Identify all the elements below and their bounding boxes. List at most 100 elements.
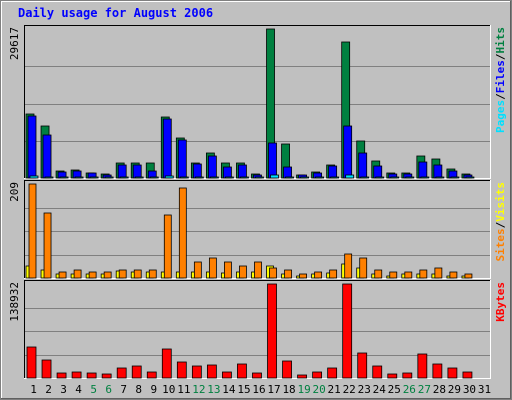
bar-hits-pages-day-16 [255,176,264,179]
bar-sites-sites-day-2 [43,212,52,279]
bar-hits-files-day-1 [27,115,37,179]
bar-hits-pages-day-28 [435,176,445,179]
bar-sites-sites-day-4 [73,269,82,279]
panel-hits-legend-item-1: / [494,93,507,100]
panel-hits-legend-item-0: Pages [494,100,507,133]
bar-hits-pages-day-15 [240,176,249,179]
bar-hits-files-day-27 [418,161,428,179]
panel-sites-legend-item-2: Visits [494,182,507,222]
bar-hits-files-day-24 [373,165,383,179]
panel-hits-legend: Pages/Files/Hits [494,27,507,133]
bar-hits-pages-day-1 [29,175,39,179]
bar-sites-sites-day-13 [208,257,217,279]
bar-kbytes-kbytes-day-9 [146,371,157,379]
bar-kbytes-kbytes-day-6 [101,373,112,379]
bar-hits-files-day-21 [328,165,338,179]
day-label-6: 6 [105,383,112,396]
bar-hits-pages-day-8 [134,176,144,179]
bar-sites-sites-day-14 [224,261,232,279]
bar-hits-pages-day-26 [405,176,415,179]
bar-hits-files-day-13 [207,155,217,179]
bar-sites-sites-day-12 [193,261,202,279]
day-label-10: 10 [162,383,175,396]
day-label-22: 22 [343,383,356,396]
day-label-23: 23 [358,383,371,396]
bar-sites-sites-day-16 [254,261,262,279]
bar-kbytes-kbytes-day-30 [462,371,473,379]
bar-hits-files-day-15 [238,164,247,179]
panel-sites-legend: Sites/Visits [494,182,507,262]
day-label-31: 31 [478,383,491,396]
day-label-29: 29 [448,383,461,396]
bar-hits-pages-day-27 [420,176,430,179]
bar-hits-pages-day-22 [345,174,355,179]
bar-hits-pages-day-5 [89,176,99,179]
day-label-2: 2 [45,383,52,396]
bar-sites-sites-day-5 [88,271,97,279]
day-label-13: 13 [207,383,220,396]
panel-kbytes-legend-item-0: KBytes [494,282,507,322]
bar-hits-pages-day-13 [209,176,219,179]
bar-kbytes-kbytes-day-2 [41,359,52,379]
bar-sites-sites-day-10 [163,214,172,279]
bar-sites-sites-day-3 [58,271,67,279]
day-label-25: 25 [388,383,401,396]
bar-kbytes-kbytes-day-27 [417,353,428,379]
panel-hits-legend-item-4: Hits [494,27,507,54]
day-label-26: 26 [403,383,416,396]
bar-sites-sites-day-28 [434,267,443,279]
bar-sites-sites-day-22 [344,253,353,279]
panel-hits-series-pages [29,174,475,179]
bar-kbytes-kbytes-day-16 [252,372,262,379]
bar-kbytes-kbytes-day-26 [402,372,413,379]
bar-kbytes-kbytes-day-13 [206,364,217,379]
day-label-12: 12 [192,383,205,396]
bar-hits-files-day-14 [223,166,232,179]
bar-kbytes-kbytes-day-25 [387,373,398,379]
panel-sites-legend-item-0: Sites [494,228,507,261]
bar-kbytes-kbytes-day-5 [86,372,97,379]
bar-kbytes-kbytes-day-28 [432,363,443,379]
bar-sites-sites-day-15 [239,265,247,279]
day-label-18: 18 [282,383,295,396]
bar-hits-files-day-10 [162,118,172,179]
bar-hits-pages-day-12 [194,176,204,179]
panel-hits-legend-item-2: Files [494,60,507,93]
bar-hits-pages-day-18 [285,176,294,179]
panel-kbytes-series-kbytes [26,283,473,379]
panel-kbytes-ymax-label: 138932 [8,282,21,322]
panel-kbytes-plot-area [24,280,490,378]
bar-sites-sites-day-8 [133,269,142,279]
bar-kbytes-kbytes-day-23 [357,352,368,379]
chart-title: Daily usage for August 2006 [18,6,213,20]
bar-kbytes-kbytes-day-29 [447,367,458,379]
bar-hits-files-day-18 [283,166,292,179]
bar-hits-pages-day-4 [74,176,84,179]
panel-hits-series-files [27,115,473,179]
bar-hits-files-day-17 [268,142,277,179]
panel-sites-legend-item-1: / [494,221,507,228]
bar-sites-sites-day-18 [284,269,292,279]
bar-hits-files-day-28 [433,164,443,179]
day-label-19: 19 [297,383,310,396]
day-label-24: 24 [373,383,387,396]
bar-sites-sites-day-1 [28,183,37,279]
bar-hits-files-day-12 [192,163,202,179]
bar-sites-sites-day-23 [359,257,368,279]
bar-hits-files-day-8 [132,164,142,179]
bar-hits-pages-day-29 [450,176,460,179]
bar-sites-sites-day-25 [389,271,398,279]
bar-kbytes-kbytes-day-17 [267,283,277,379]
panel-hits-plot-area [24,25,490,178]
bar-kbytes-kbytes-day-14 [222,371,232,379]
panel-kbytes-legend: KBytes [494,282,507,322]
bar-hits-pages-day-17 [270,174,279,179]
bar-hits-files-day-7 [117,164,127,179]
day-label-14: 14 [222,383,236,396]
day-label-1: 1 [30,383,37,396]
panel-hits-legend-item-3: / [494,53,507,60]
bar-kbytes-kbytes-day-20 [312,371,323,379]
bar-hits-pages-day-2 [44,176,54,179]
